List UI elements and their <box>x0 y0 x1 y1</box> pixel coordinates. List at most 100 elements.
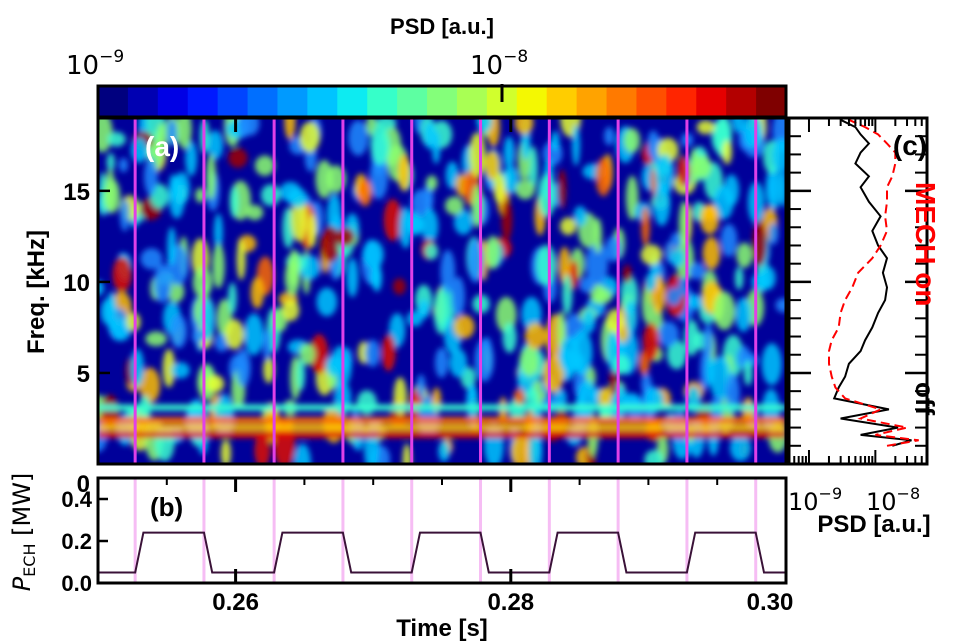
spectrogram-blob <box>228 147 248 168</box>
spectrogram-blob <box>402 443 412 464</box>
spectrogram-blob <box>761 343 782 386</box>
spectrogram-blob <box>743 360 753 386</box>
colorbar-cell <box>427 86 458 117</box>
mech-off-annotation: off <box>910 382 940 416</box>
spectrogram-blob <box>514 118 534 135</box>
spectrogram-blob <box>346 258 359 298</box>
spectrogram-blob <box>612 355 631 375</box>
spectrogram-blob <box>700 204 720 235</box>
spectrogram-blob <box>416 374 426 399</box>
spectrogram-blob <box>742 118 763 149</box>
spectrogram-blob <box>426 175 438 191</box>
spectrogram-blob <box>112 256 132 293</box>
colorbar-cell <box>98 86 129 117</box>
spectrogram-blob <box>263 356 275 384</box>
spectrogram-blob <box>502 322 517 353</box>
spectrogram-blob <box>406 310 424 327</box>
spectrogram-blob <box>118 157 129 173</box>
spectrogram-blob <box>227 282 237 314</box>
spectrogram-blob <box>365 339 381 368</box>
spectrogram-blob <box>424 243 439 260</box>
spectrogram-blob <box>640 244 663 266</box>
spectrogram-blob <box>98 118 113 153</box>
spectrogram-blob <box>775 298 786 313</box>
mech-on-annotation: MECH on <box>910 182 941 306</box>
spectrogram-blob <box>214 394 234 439</box>
x-tick-label: 0.30 <box>747 589 794 616</box>
spectrogram-blob <box>98 172 108 217</box>
spectrogram-blob <box>641 206 650 247</box>
psd-axis-label: PSD [a.u.] <box>817 511 930 538</box>
spectrogram-blob <box>288 249 301 287</box>
spectrogram-blob <box>579 277 595 293</box>
spectrogram-blob <box>723 174 740 207</box>
spectrogram-blob <box>110 317 132 342</box>
spectrogram-blob <box>669 248 685 268</box>
psd-profile-red-dashed-line <box>828 118 919 447</box>
psd-profile-panel: (c) MECH on off <box>787 116 941 466</box>
spectrogram-band <box>98 424 786 431</box>
spectrogram-blob <box>645 273 657 292</box>
spectrogram-blob <box>485 235 500 270</box>
spectrogram-blob <box>606 308 624 333</box>
spectrogram-blob <box>657 321 679 348</box>
psd-profile-frame <box>787 116 929 466</box>
spectrogram-blob <box>171 362 190 379</box>
spectrogram-blob <box>145 331 167 347</box>
spectrogram-blob <box>296 358 306 391</box>
spectrogram-blob <box>625 300 638 335</box>
spectrogram-blob <box>589 284 607 305</box>
spectrogram-blob <box>229 185 239 218</box>
spectrogram-blob <box>501 199 513 241</box>
spectrogram-blob <box>573 205 587 227</box>
colorbar-cell <box>546 86 578 117</box>
spectrogram-blob <box>153 263 172 303</box>
spectrogram-blob <box>290 196 308 242</box>
spectrogram-blob <box>348 120 369 156</box>
spectrogram-blob <box>559 336 581 375</box>
y-tick-label: 0 <box>77 471 90 498</box>
spectrogram-blob <box>167 227 177 266</box>
colorbar-cell <box>576 86 608 117</box>
spectrogram-blob <box>598 387 613 408</box>
spectrogram-blob <box>119 198 130 232</box>
spectrogram-blob <box>641 284 654 324</box>
spectrogram-blob <box>722 140 732 165</box>
colorbar-cell <box>277 86 308 117</box>
spectrogram-blob <box>720 223 738 257</box>
spectrogram-blob <box>469 132 486 178</box>
spectrogram-blob <box>398 153 411 192</box>
colorbar-cell <box>217 86 249 117</box>
spectrogram-band <box>98 417 786 424</box>
colorbar-cell <box>307 86 338 117</box>
spectrogram-blob <box>370 124 390 166</box>
spectrogram-blob <box>309 334 329 375</box>
spectrogram-blob <box>586 241 608 288</box>
spectrogram-blob <box>316 287 338 317</box>
spectrogram-blob <box>362 240 384 269</box>
ech-power-axis-label: PECH [MW] <box>8 473 39 592</box>
spectrogram-blob <box>325 354 345 377</box>
y-tick-label: 0.2 <box>61 529 92 554</box>
spectrogram-blob <box>689 148 699 187</box>
spectrogram-blob <box>177 118 192 150</box>
spectrogram-blob <box>686 294 704 310</box>
spectrogram-blob <box>519 346 539 377</box>
spectrogram-blob <box>713 291 736 331</box>
colorbar-cell <box>157 86 189 117</box>
spectrogram-blob <box>254 155 275 176</box>
spectrogram-blob <box>623 128 641 153</box>
spectrogram-blob <box>246 204 264 221</box>
spectrogram-blob <box>320 226 341 263</box>
spectrogram-blob <box>293 443 311 464</box>
colorbar-cell <box>756 86 787 117</box>
colorbar-cell <box>636 86 667 117</box>
spectrogram-blob <box>622 264 632 284</box>
spectrogram-blob <box>381 334 396 372</box>
spectrogram-blob <box>768 222 779 245</box>
psd-profile-x-ticks <box>788 118 923 464</box>
spectrogram-blob <box>536 244 557 286</box>
spectrogram-blob <box>235 348 251 387</box>
spectrogram-blob <box>106 153 115 172</box>
colorbar-cell <box>187 86 219 117</box>
